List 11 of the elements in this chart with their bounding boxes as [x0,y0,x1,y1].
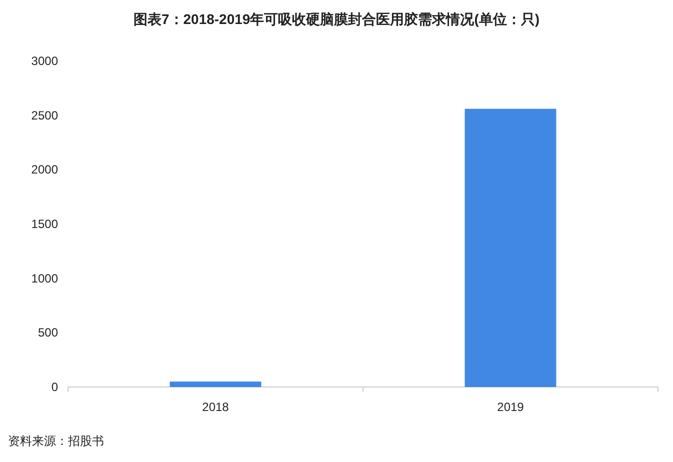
y-tick-label: 1500 [31,217,58,231]
y-tick-label: 2000 [31,162,58,177]
y-tick-label: 2500 [31,108,58,122]
x-tick-label: 2019 [497,400,524,414]
y-tick-label: 500 [38,326,58,340]
y-tick-label: 1000 [31,271,58,286]
text: 资料来源：招股书 [8,434,104,448]
x-tick-label: 2018 [202,400,230,414]
y-tick-label: 0 [51,380,58,394]
chart-title: 图表7：2018-2019年可吸收硬脑膜封合医用胶需求情况(单位：只) [133,11,540,27]
y-tick-label: 3000 [31,54,58,68]
